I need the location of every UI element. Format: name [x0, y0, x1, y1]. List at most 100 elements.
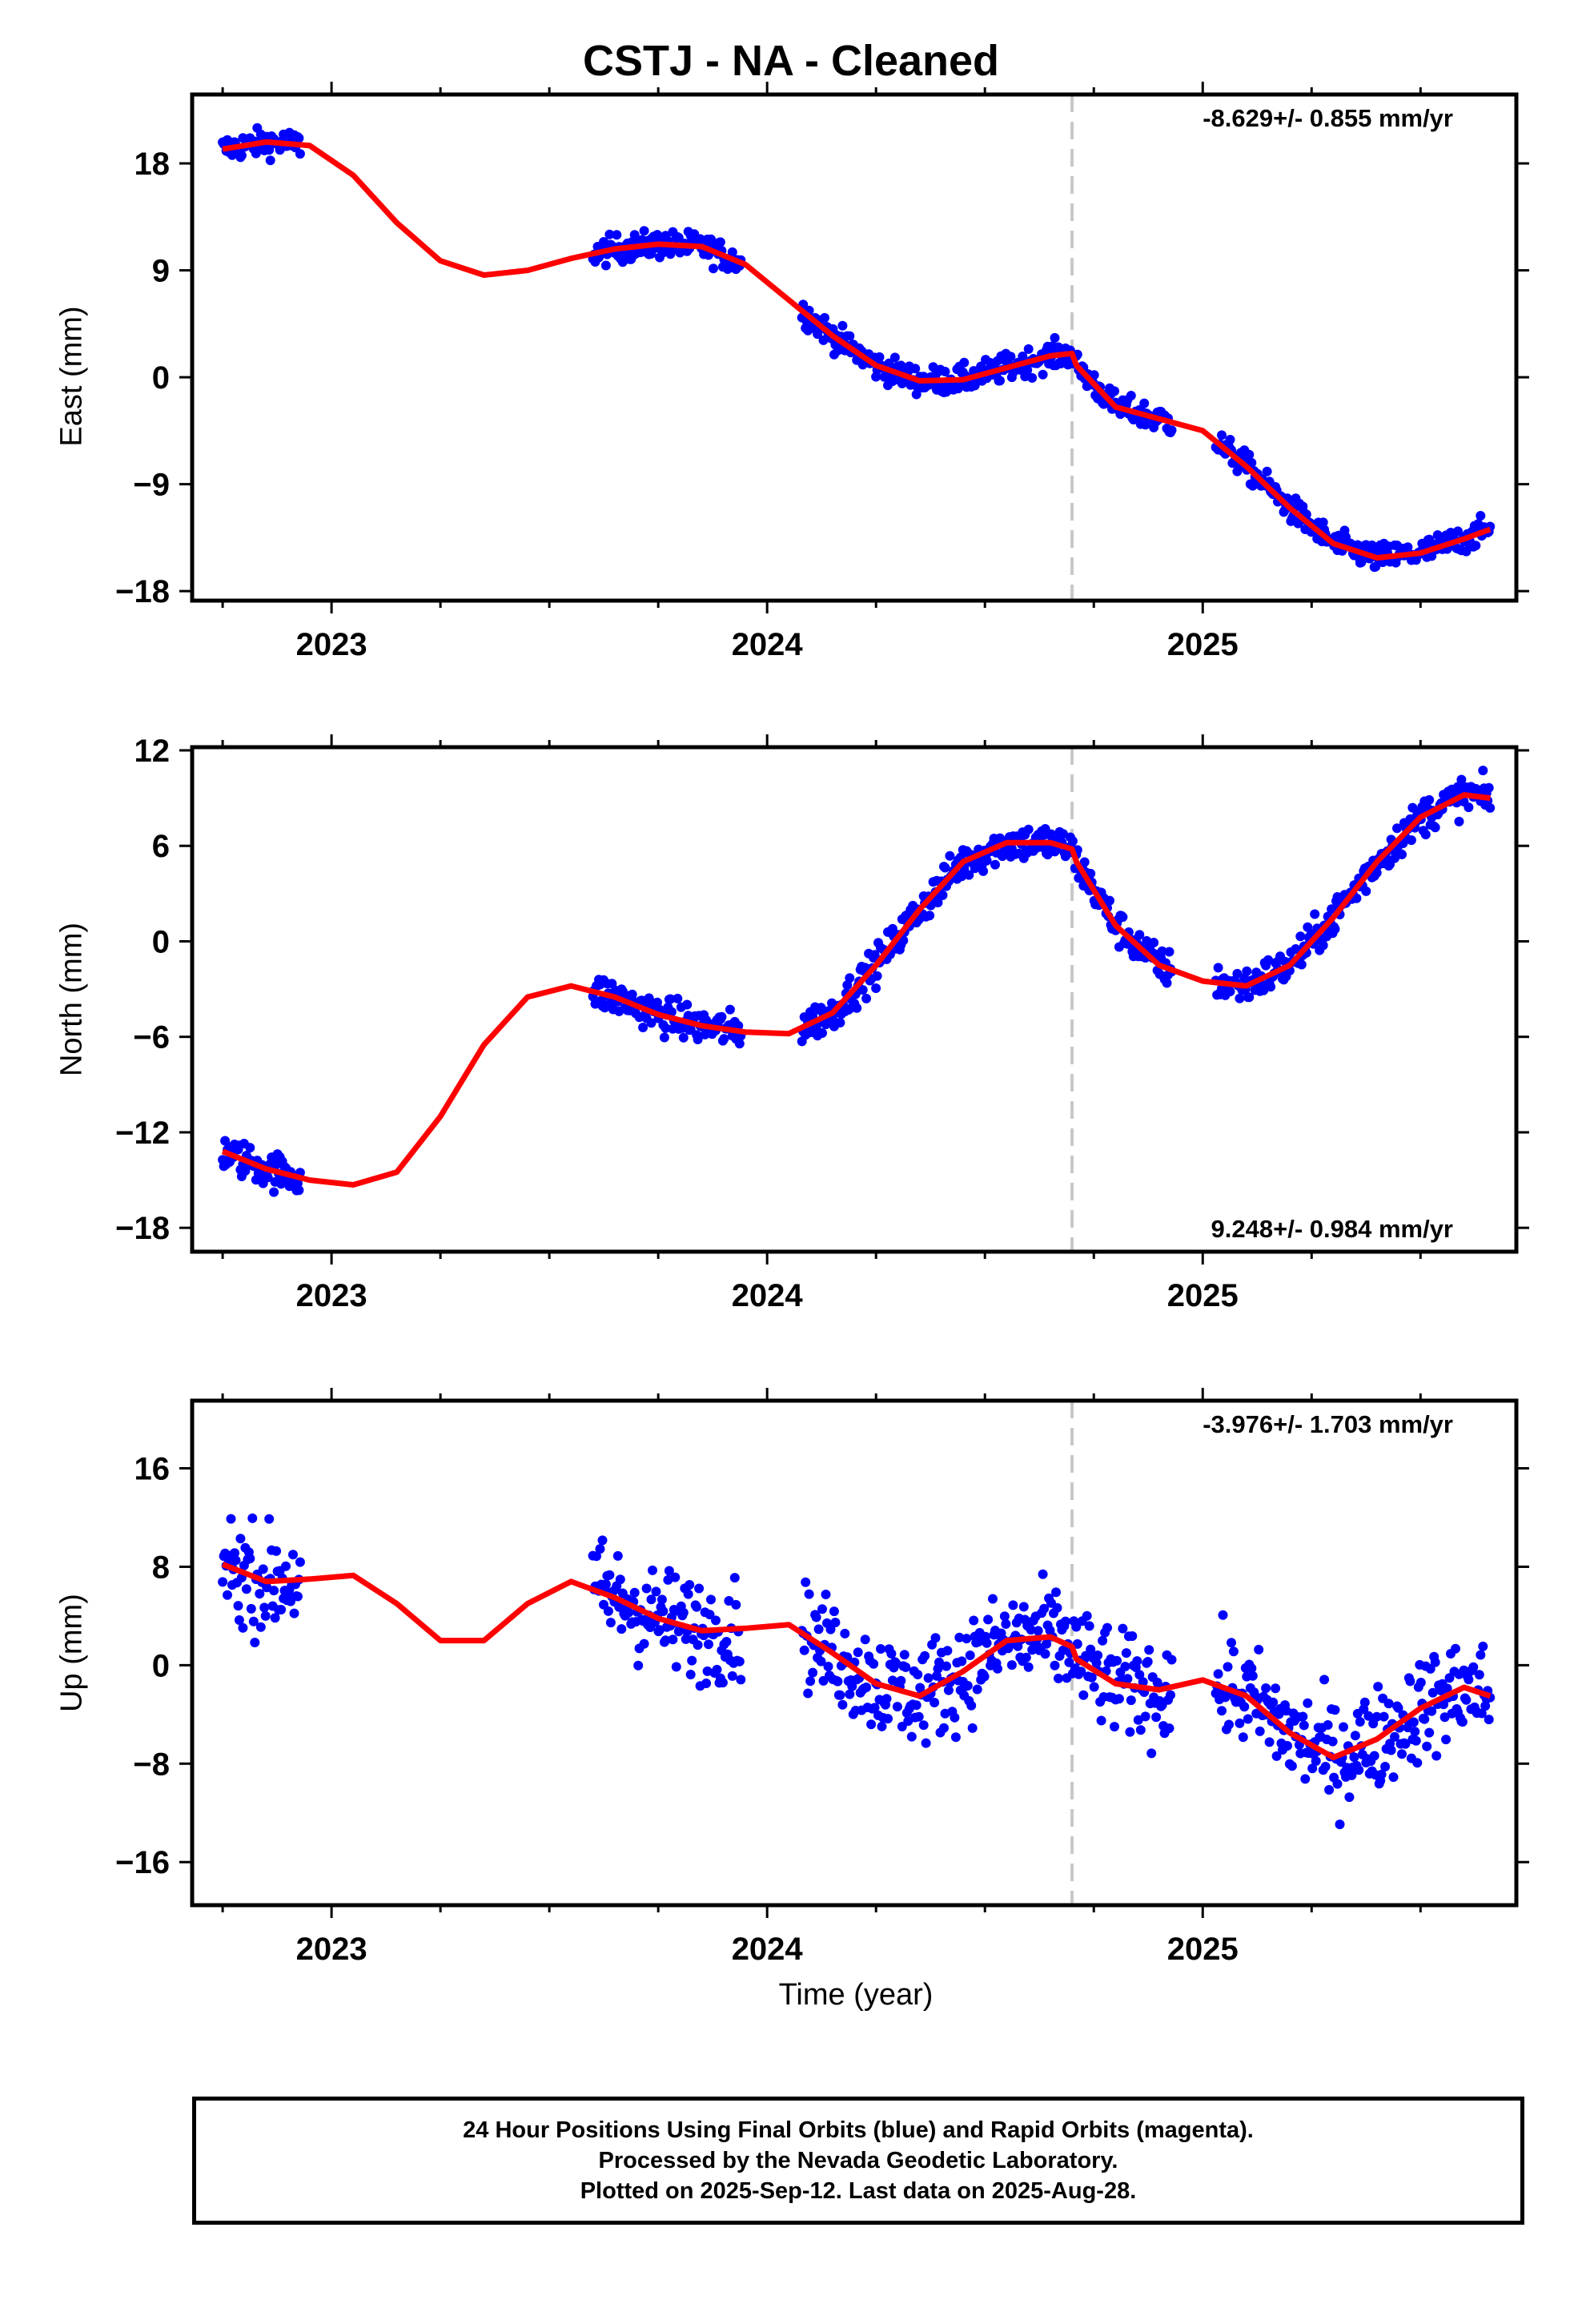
east-data-point — [889, 352, 900, 363]
east-data-point — [236, 151, 247, 161]
up-plot-frame — [190, 1398, 1519, 1908]
footer-line-1: 24 Hour Positions Using Final Orbits (bl… — [463, 2117, 1254, 2143]
east-data-point — [1022, 365, 1033, 376]
north-data-point — [661, 1023, 671, 1033]
east-data-point — [959, 357, 970, 368]
north-data-point — [1295, 931, 1306, 942]
up-data-point — [1330, 1705, 1340, 1715]
up-data-point — [934, 1657, 944, 1667]
up-data-point — [721, 1637, 732, 1647]
footer-line-2: Processed by the Nevada Geodetic Laborat… — [598, 2148, 1118, 2173]
up-data-point — [235, 1534, 246, 1544]
up-data-point — [1397, 1749, 1407, 1759]
up-data-point — [1026, 1625, 1036, 1635]
up-data-point — [238, 1622, 248, 1633]
up-data-point — [1327, 1736, 1338, 1747]
up-data-point — [988, 1594, 998, 1604]
up-data-point — [954, 1632, 965, 1642]
east-y-tick-label: 18 — [135, 147, 171, 182]
up-data-point — [246, 1603, 256, 1614]
up-data-point — [615, 1574, 625, 1585]
up-data-point — [999, 1611, 1010, 1622]
up-data-point — [661, 1635, 671, 1646]
up-data-point — [892, 1702, 902, 1712]
up-data-point — [1247, 1671, 1258, 1681]
up-data-point — [1320, 1762, 1331, 1771]
north-data-point — [1327, 904, 1337, 915]
footer-line-3: Plotted on 2025-Sep-12. Last data on 202… — [580, 2178, 1137, 2204]
up-data-point — [693, 1640, 703, 1651]
up-data-point — [592, 1551, 601, 1562]
up-data-point — [833, 1676, 843, 1687]
east-y-tick-label: 0 — [152, 360, 170, 396]
up-y-tick-label: 16 — [135, 1452, 171, 1487]
east-data-point — [652, 230, 662, 240]
up-data-point — [1247, 1663, 1257, 1674]
up-data-point — [1283, 1741, 1292, 1751]
up-data-point — [1071, 1622, 1082, 1632]
up-data-point — [1419, 1714, 1430, 1724]
north-data-point — [1157, 946, 1167, 956]
up-data-point — [877, 1721, 887, 1731]
up-data-point — [923, 1673, 934, 1683]
up-data-point — [1110, 1722, 1119, 1732]
up-data-point — [1254, 1644, 1264, 1655]
east-data-point — [1006, 352, 1016, 362]
north-data-point — [1058, 829, 1068, 839]
up-data-point — [1166, 1655, 1177, 1665]
east-data-point — [1139, 398, 1150, 408]
north-data-point — [1296, 959, 1307, 970]
north-data-point — [1225, 987, 1235, 996]
east-x-tick-label: 2023 — [296, 627, 367, 662]
east-data-point — [295, 149, 305, 159]
up-data-point — [1132, 1656, 1142, 1667]
up-data-point — [966, 1700, 977, 1711]
east-x-tick-label: 2024 — [732, 627, 804, 662]
east-data-point — [294, 133, 304, 143]
up-data-point — [1134, 1670, 1145, 1680]
up-data-point — [887, 1675, 897, 1686]
north-data-point — [857, 985, 868, 995]
up-data-point — [1224, 1719, 1234, 1730]
north-data-point — [945, 850, 955, 861]
up-data-point — [1050, 1660, 1060, 1671]
north-data-point — [872, 971, 882, 981]
up-data-point — [829, 1606, 839, 1617]
north-data-point — [717, 1011, 727, 1022]
up-scatter-points — [218, 1513, 1496, 1830]
up-data-point — [1021, 1652, 1031, 1663]
east-data-point — [1318, 517, 1328, 528]
north-data-point — [269, 1187, 279, 1197]
up-data-point — [604, 1570, 615, 1580]
east-data-point — [1371, 561, 1381, 572]
up-x-tick-label: 2024 — [732, 1932, 804, 1967]
up-data-point — [258, 1564, 268, 1574]
north-data-point — [1235, 993, 1245, 1003]
north-data-point — [1164, 947, 1174, 957]
up-data-point — [1052, 1602, 1062, 1613]
up-data-point — [974, 1637, 984, 1647]
north-data-point — [1134, 930, 1145, 940]
up-data-point — [1140, 1711, 1150, 1722]
up-data-point — [1122, 1674, 1133, 1684]
up-data-point — [1218, 1610, 1228, 1620]
north-data-point — [898, 935, 909, 946]
up-data-point — [255, 1622, 266, 1632]
north-data-point — [1454, 816, 1464, 826]
up-data-point — [1125, 1727, 1135, 1737]
up-data-point — [1303, 1698, 1313, 1708]
up-data-point — [1355, 1717, 1365, 1727]
east-data-point — [265, 155, 275, 166]
east-data-point — [1453, 526, 1463, 537]
up-data-point — [982, 1638, 992, 1648]
up-data-point — [711, 1615, 721, 1626]
up-data-point — [1084, 1621, 1094, 1631]
up-data-point — [825, 1624, 836, 1634]
up-data-point — [1039, 1603, 1050, 1614]
east-data-point — [1166, 425, 1177, 436]
north-y-tick-label: 12 — [135, 734, 171, 769]
east-data-point — [1023, 344, 1034, 354]
up-fit-curve — [221, 1562, 1492, 1761]
north-data-point — [1023, 824, 1034, 834]
up-data-point — [1120, 1662, 1130, 1671]
